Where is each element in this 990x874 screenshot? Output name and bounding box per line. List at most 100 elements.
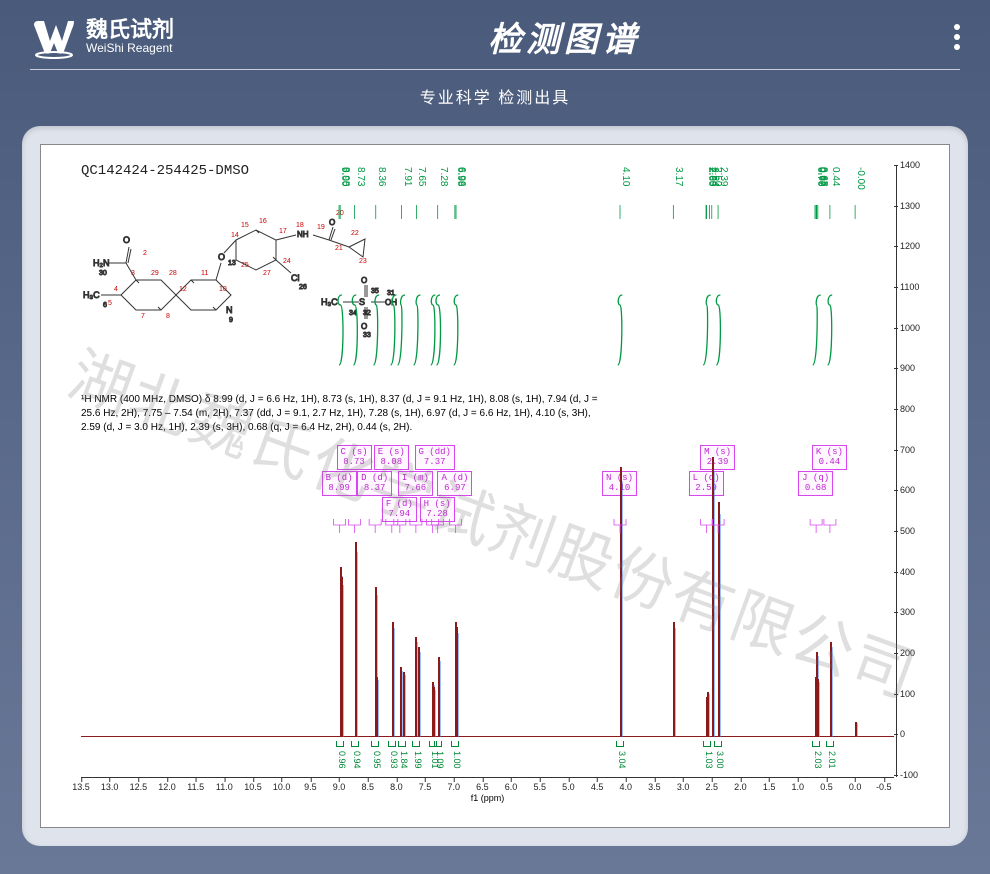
peak-ppm-label: 4.10 xyxy=(620,167,631,186)
x-tick: 13.0 xyxy=(101,782,119,792)
assignment-box: B (d)8.99 xyxy=(322,471,357,496)
integral-value: 1.99 xyxy=(413,751,423,769)
x-tick: 9.0 xyxy=(333,782,346,792)
integral-value: 2.03 xyxy=(813,751,823,769)
integral-value: 1.00 xyxy=(452,751,462,769)
y-tick: 1200 xyxy=(900,241,920,251)
integral-value: 0.94 xyxy=(352,751,362,769)
x-tick: -0.5 xyxy=(876,782,892,792)
assignment-box: G (dd)7.37 xyxy=(415,445,455,470)
x-tick: 6.5 xyxy=(476,782,489,792)
brand-name-en: WeiShi Reagent xyxy=(86,42,174,55)
x-tick: 1.5 xyxy=(763,782,776,792)
integral-value: 1.03 xyxy=(704,751,714,769)
nmr-caption: ¹H NMR (400 MHz, DMSO) δ 8.99 (d, J = 6.… xyxy=(81,393,601,435)
page-title: 检测图谱 xyxy=(174,12,954,61)
integral-curves-icon xyxy=(81,285,901,375)
integral-value: 1.09 xyxy=(435,751,445,769)
integral-value: 2.01 xyxy=(827,751,837,769)
x-tick: 12.5 xyxy=(130,782,148,792)
subtitle: 专业科学 检测出具 xyxy=(0,70,990,126)
integral-value: 1.84 xyxy=(399,751,409,769)
peak-ppm-label: 8.98 xyxy=(340,167,351,186)
integral-value: 0.95 xyxy=(372,751,382,769)
peak-ppm-label: 0.44 xyxy=(830,167,841,186)
x-tick: 7.5 xyxy=(419,782,432,792)
brand-text: 魏氏试剂 WeiShi Reagent xyxy=(86,18,174,55)
x-tick: 7.0 xyxy=(447,782,460,792)
x-tick: 10.0 xyxy=(273,782,291,792)
x-tick: 3.0 xyxy=(677,782,690,792)
y-tick: 800 xyxy=(900,404,915,414)
menu-dots-icon[interactable] xyxy=(954,24,960,50)
peak-ppm-label: 0.65 xyxy=(818,167,829,186)
x-axis: 13.513.012.512.011.511.010.510.09.59.08.… xyxy=(81,777,894,807)
peak-ppm-label: 2.39 xyxy=(718,167,729,186)
x-tick: 3.5 xyxy=(648,782,661,792)
brand-name-cn: 魏氏试剂 xyxy=(86,18,174,42)
assignment-box: A (d)6.97 xyxy=(437,471,472,496)
peak-ppm-label: 7.28 xyxy=(438,167,449,186)
peak-ppm-label: 8.36 xyxy=(376,167,387,186)
assignment-box: C (s)8.73 xyxy=(337,445,372,470)
y-tick: 200 xyxy=(900,648,915,658)
y-tick: 1000 xyxy=(900,323,920,333)
header-bar: 魏氏试剂 WeiShi Reagent 检测图谱 xyxy=(0,0,990,69)
y-tick: 100 xyxy=(900,689,915,699)
assignment-box: J (q)0.68 xyxy=(798,471,833,496)
peak-ppm-label: 8.73 xyxy=(355,167,366,186)
assignment-box: M (s)2.39 xyxy=(700,445,735,470)
x-tick: 13.5 xyxy=(72,782,90,792)
label-leader-lines xyxy=(81,205,901,285)
y-tick: 600 xyxy=(900,485,915,495)
assignment-box: L (d)2.59 xyxy=(689,471,724,496)
y-tick: 0 xyxy=(900,729,905,739)
y-tick: 1400 xyxy=(900,160,920,170)
assignment-box: K (s)0.44 xyxy=(812,445,847,470)
x-tick: 4.0 xyxy=(619,782,632,792)
peak-ppm-label: 7.65 xyxy=(416,167,427,186)
x-tick: 2.0 xyxy=(734,782,747,792)
y-tick: -100 xyxy=(900,770,918,780)
x-tick: 5.5 xyxy=(533,782,546,792)
y-tick: 1100 xyxy=(900,282,919,292)
peak-ppm-label: 6.96 xyxy=(456,167,467,186)
peak-ppm-label: -0.00 xyxy=(855,167,866,190)
x-tick: 10.5 xyxy=(244,782,262,792)
x-axis-label: f1 (ppm) xyxy=(471,793,505,803)
x-tick: 5.0 xyxy=(562,782,575,792)
x-tick: 1.0 xyxy=(792,782,805,792)
x-tick: 8.0 xyxy=(390,782,403,792)
y-tick: 400 xyxy=(900,567,915,577)
peak-ppm-label: 3.17 xyxy=(673,167,684,186)
integral-value: 3.04 xyxy=(617,751,627,769)
assignment-box: E (s)8.08 xyxy=(374,445,409,470)
x-tick: 6.0 xyxy=(505,782,518,792)
x-tick: 11.5 xyxy=(187,782,204,792)
y-tick: 700 xyxy=(900,445,915,455)
peak-ppm-label: 7.91 xyxy=(402,167,413,186)
integral-step-curves xyxy=(81,692,901,752)
integral-value: 0.96 xyxy=(337,751,347,769)
x-tick: 0.0 xyxy=(849,782,862,792)
x-tick: 9.5 xyxy=(304,782,317,792)
sample-id: QC142424-254425-DMSO xyxy=(81,163,249,179)
x-tick: 12.0 xyxy=(158,782,176,792)
integral-value: 0.93 xyxy=(389,751,399,769)
x-tick: 2.5 xyxy=(706,782,719,792)
y-tick: 1300 xyxy=(900,201,920,211)
x-tick: 0.5 xyxy=(820,782,833,792)
integral-value: 3.00 xyxy=(715,751,725,769)
spectrum-panel: QC142424-254425-DMSO H₃C 6 O H₂N 30 xyxy=(40,144,950,828)
y-tick: 300 xyxy=(900,607,915,617)
x-tick: 4.5 xyxy=(591,782,604,792)
assignment-box: D (d)8.37 xyxy=(357,471,392,496)
logo-icon xyxy=(30,13,78,61)
spectrum-card: QC142424-254425-DMSO H₃C 6 O H₂N 30 xyxy=(22,126,968,846)
x-tick: 8.5 xyxy=(361,782,374,792)
y-tick: 900 xyxy=(900,363,915,373)
y-tick: 500 xyxy=(900,526,915,536)
brand-logo: 魏氏试剂 WeiShi Reagent xyxy=(30,13,174,61)
assignment-box: I (m)7.66 xyxy=(398,471,433,496)
assignment-brackets xyxy=(81,519,901,539)
